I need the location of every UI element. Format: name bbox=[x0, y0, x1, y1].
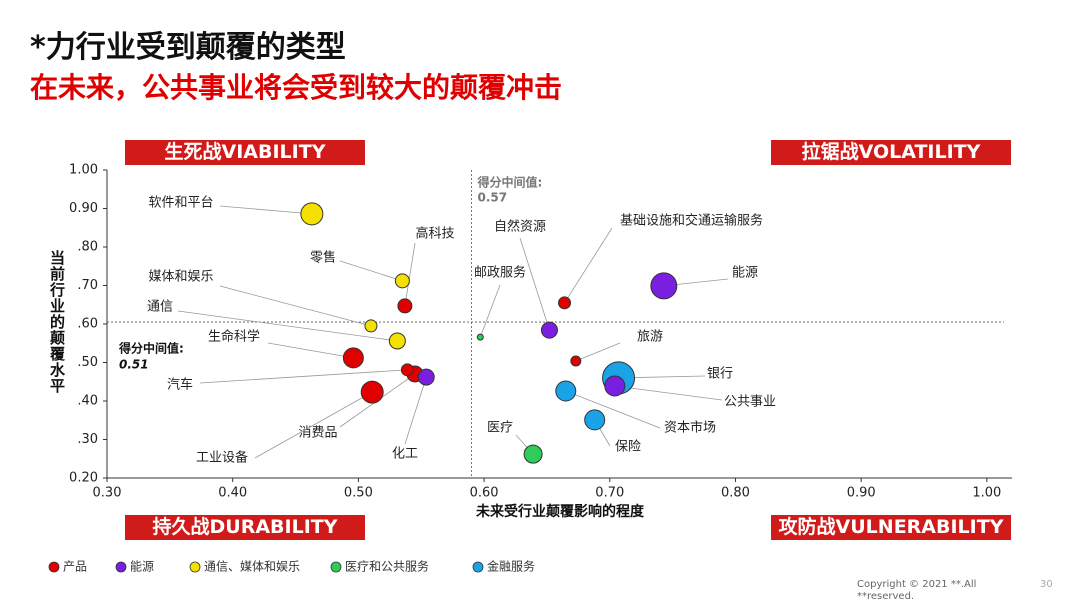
slide-title: *力行业受到颠覆的类型 bbox=[30, 30, 346, 65]
leader-line bbox=[519, 237, 550, 331]
leader-line bbox=[614, 385, 723, 401]
bubble bbox=[417, 368, 435, 386]
y-tick-label: .60 bbox=[77, 317, 98, 332]
legend-label: 通信、媒体和娱乐 bbox=[204, 560, 300, 574]
slide-subtitle: 在未来，公共事业将会受到较大的颠覆冲击 bbox=[30, 71, 563, 104]
point-label: 化工 bbox=[392, 447, 418, 462]
x-tick-label: 0.50 bbox=[344, 486, 373, 501]
bubble bbox=[604, 375, 626, 397]
leader-line bbox=[479, 284, 501, 338]
legend-label: 产品 bbox=[63, 560, 87, 574]
point-label: 消费品 bbox=[298, 426, 337, 441]
legend-marker bbox=[115, 561, 127, 573]
legend-marker bbox=[48, 561, 60, 573]
leader-line bbox=[564, 227, 613, 304]
leader-line bbox=[339, 260, 403, 282]
bubble bbox=[388, 332, 406, 350]
leader-line bbox=[404, 242, 416, 306]
x-tick-label: 0.60 bbox=[470, 486, 499, 501]
copyright: Copyright © 2021 **.All **reserved. bbox=[857, 579, 977, 602]
bubble bbox=[400, 363, 414, 377]
leader-line bbox=[254, 391, 373, 459]
legend-label: 金融服务 bbox=[487, 559, 535, 574]
page-number: 30 bbox=[1040, 579, 1053, 590]
x-tick-label: 0.30 bbox=[93, 486, 122, 501]
quadrant-label: 持久战DURABILITY bbox=[125, 515, 365, 540]
bubble bbox=[584, 409, 606, 431]
point-label: 能源 bbox=[732, 266, 758, 281]
leader-line bbox=[199, 369, 408, 384]
x-tick-label: 0.80 bbox=[721, 486, 750, 501]
bubble bbox=[360, 380, 384, 404]
median-label: 0.51 bbox=[119, 358, 149, 372]
x-tick-label: 0.70 bbox=[595, 486, 624, 501]
bubble bbox=[476, 333, 484, 341]
bubble bbox=[650, 272, 678, 300]
bubble bbox=[364, 319, 378, 333]
point-label: 资本市场 bbox=[664, 420, 716, 436]
quadrant-label: 攻防战VULNERABILITY bbox=[771, 515, 1011, 540]
median-label: 0.57 bbox=[478, 191, 508, 205]
bubble bbox=[397, 298, 413, 314]
legend-marker bbox=[330, 561, 342, 573]
point-label: 生命科学 bbox=[208, 329, 260, 345]
median-label: 得分中间值: bbox=[477, 175, 543, 190]
x-tick-label: 1.00 bbox=[972, 486, 1001, 501]
bubble bbox=[570, 355, 582, 367]
leader-line bbox=[575, 342, 621, 362]
point-label: 保险 bbox=[615, 440, 641, 455]
point-label: 通信 bbox=[147, 300, 173, 315]
point-label: 医疗 bbox=[487, 421, 513, 436]
leader-line bbox=[267, 342, 354, 359]
point-label: 工业设备 bbox=[196, 450, 248, 466]
point-label: 零售 bbox=[310, 250, 336, 266]
point-label: 自然资源 bbox=[494, 219, 546, 235]
leader-line bbox=[565, 390, 661, 429]
legend-marker bbox=[189, 561, 201, 573]
y-tick-label: 0.20 bbox=[69, 471, 98, 486]
x-tick-label: 0.90 bbox=[847, 486, 876, 501]
y-axis-label: 当前行业的颠覆水平 bbox=[48, 250, 66, 394]
median-label: 得分中间值: bbox=[118, 341, 184, 356]
legend-label: 能源 bbox=[130, 560, 154, 574]
point-label: 公共事业 bbox=[724, 395, 776, 410]
bubble bbox=[300, 202, 324, 226]
point-label: 媒体和娱乐 bbox=[148, 270, 213, 285]
bubble bbox=[558, 296, 572, 310]
x-tick-label: 0.40 bbox=[218, 486, 247, 501]
legend-label: 医疗和公共服务 bbox=[345, 559, 429, 574]
y-tick-label: .70 bbox=[77, 278, 98, 293]
point-label: 邮政服务 bbox=[474, 265, 526, 281]
bubble bbox=[540, 321, 558, 339]
leader-line bbox=[404, 377, 427, 445]
bubble bbox=[555, 380, 577, 402]
leader-line bbox=[219, 205, 312, 215]
legend-marker bbox=[472, 561, 484, 573]
x-axis-label: 未来受行业颠覆影响的程度 bbox=[476, 503, 645, 520]
point-label: 高科技 bbox=[415, 226, 454, 242]
quadrant-label: 拉锯战VOLATILITY bbox=[771, 140, 1011, 165]
bubble bbox=[394, 273, 410, 289]
quadrant-label: 生死战VIABILITY bbox=[125, 140, 365, 165]
point-label: 旅游 bbox=[637, 330, 663, 345]
leader-line bbox=[177, 310, 398, 342]
y-tick-label: .40 bbox=[77, 394, 98, 409]
y-tick-label: 0.90 bbox=[69, 201, 98, 216]
y-tick-label: 1.00 bbox=[69, 163, 98, 178]
point-label: 汽车 bbox=[167, 377, 193, 393]
bubble bbox=[523, 444, 543, 464]
point-label: 基础设施和交通运输服务 bbox=[620, 213, 763, 229]
point-label: 银行 bbox=[707, 367, 733, 382]
y-tick-label: .80 bbox=[77, 240, 98, 255]
y-tick-label: .30 bbox=[77, 432, 98, 447]
bubble bbox=[342, 347, 364, 369]
leader-line bbox=[219, 285, 372, 327]
y-tick-label: .50 bbox=[77, 355, 98, 370]
point-label: 软件和平台 bbox=[148, 196, 213, 211]
